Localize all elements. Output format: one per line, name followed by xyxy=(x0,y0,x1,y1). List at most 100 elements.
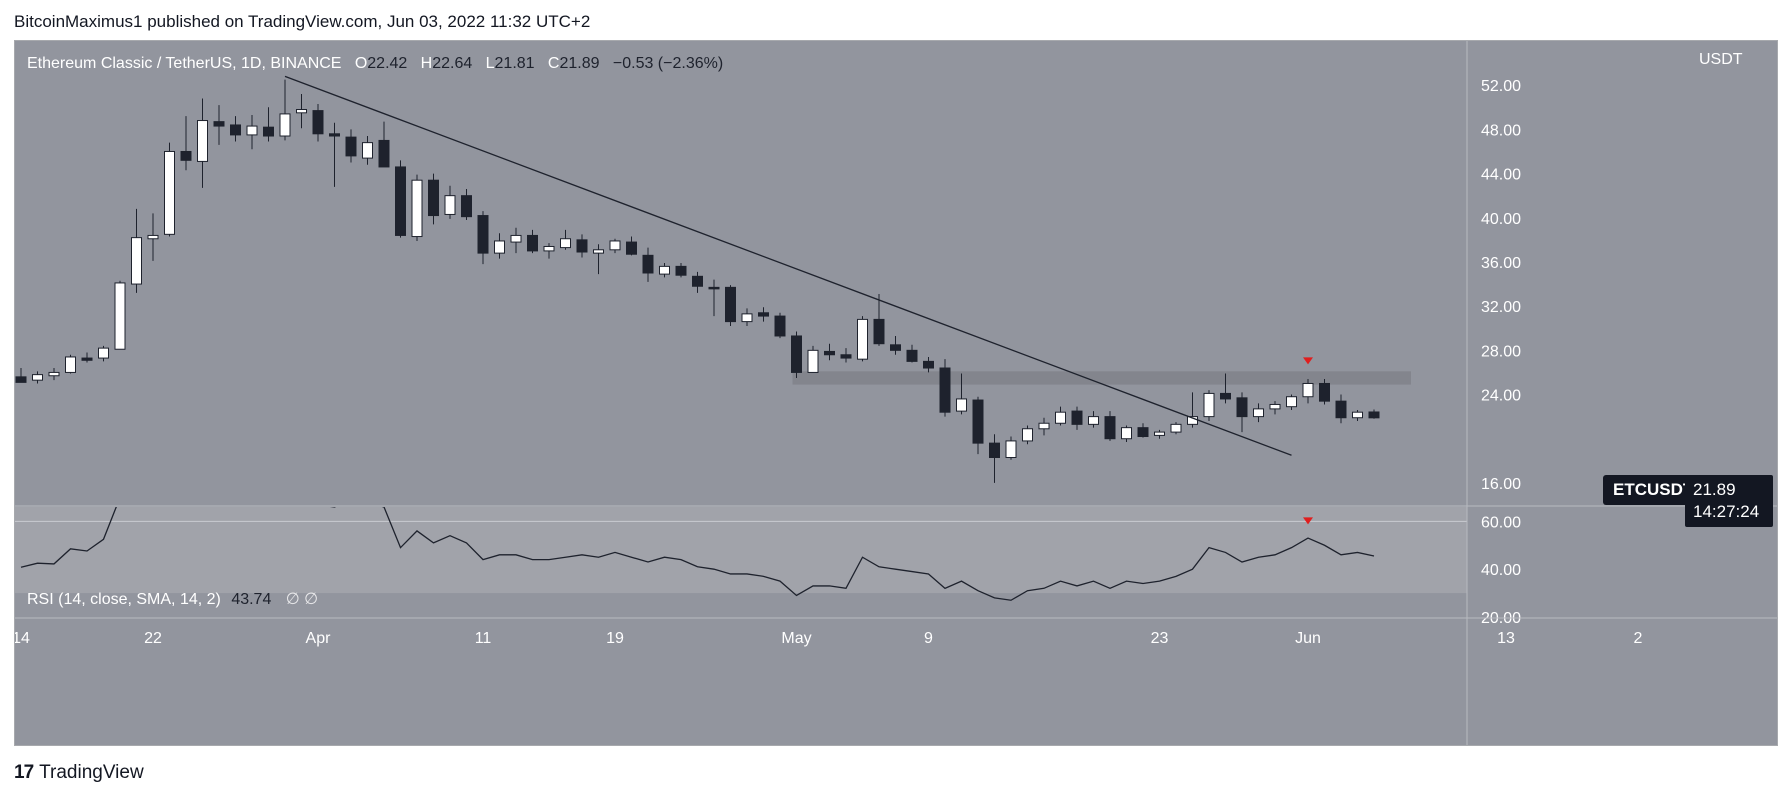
candle-body xyxy=(345,136,357,157)
price-axis-label: 36.00 xyxy=(1481,255,1521,272)
candle xyxy=(312,103,324,142)
candle-body xyxy=(164,150,175,235)
candle xyxy=(246,115,258,150)
candle-body xyxy=(791,335,802,373)
chart-pane[interactable]: 52.00 48.00 44.00 40.00 36.00 32.00 28.00 24.00… xyxy=(14,40,1778,746)
candle-body xyxy=(1253,408,1264,418)
candle xyxy=(428,173,439,225)
time-axis-label: Apr xyxy=(306,630,332,647)
candle xyxy=(560,229,571,250)
candle xyxy=(362,136,373,165)
candle-body xyxy=(378,139,390,168)
rsi-axis-label: 60.00 xyxy=(1481,514,1521,531)
candle xyxy=(890,335,901,355)
candle-body xyxy=(32,374,43,381)
candle-body xyxy=(1269,403,1281,410)
candle xyxy=(1088,411,1099,428)
candle xyxy=(708,279,720,317)
candle-body xyxy=(444,195,456,215)
candle-body xyxy=(972,399,984,444)
candle-body xyxy=(956,398,967,412)
candle-body xyxy=(840,354,852,359)
rsi-band xyxy=(15,507,1467,594)
candle xyxy=(725,285,736,327)
candle-body xyxy=(857,318,868,360)
candle-body xyxy=(807,349,819,373)
candle xyxy=(923,356,934,373)
candle-body xyxy=(824,350,835,356)
candle xyxy=(378,121,390,168)
candle xyxy=(32,371,43,384)
price-axis-label: 52.00 xyxy=(1481,78,1521,95)
candle xyxy=(791,331,802,378)
candle-body xyxy=(593,249,604,254)
candle-body xyxy=(642,254,654,274)
candle-body xyxy=(494,240,505,254)
candle-body xyxy=(131,237,142,285)
candle xyxy=(1104,411,1116,441)
candle-body xyxy=(477,215,489,254)
candle-body xyxy=(362,142,373,159)
price-axis-label: 24.00 xyxy=(1481,388,1521,405)
candle-body xyxy=(510,234,522,243)
candle-body xyxy=(428,179,439,217)
candle xyxy=(989,434,1000,483)
candle-body xyxy=(527,234,538,252)
candle-body xyxy=(1005,440,1017,458)
candle xyxy=(774,312,786,339)
candle xyxy=(48,368,60,381)
candle xyxy=(675,263,687,278)
candle xyxy=(1319,379,1330,405)
candle xyxy=(98,345,109,362)
candle-body xyxy=(197,120,208,162)
candle xyxy=(1335,394,1347,424)
publisher-attribution: BitcoinMaximus1 published on TradingView… xyxy=(14,12,591,31)
candle-body xyxy=(758,312,769,317)
resistance-zone xyxy=(792,371,1411,385)
candle xyxy=(1236,392,1248,433)
candle-body xyxy=(906,349,918,362)
candle-body xyxy=(180,150,192,161)
candle-body xyxy=(923,360,934,369)
candle xyxy=(593,244,604,275)
candle-body xyxy=(98,347,109,359)
candle-body xyxy=(1104,416,1116,440)
candle-body xyxy=(725,286,736,323)
candle-body xyxy=(395,166,406,236)
candle-body xyxy=(1352,411,1363,419)
candle-body xyxy=(1220,392,1231,400)
time-axis-label: 23 xyxy=(1151,630,1169,647)
candle-body xyxy=(692,275,703,287)
symbol-description: Ethereum Classic / TetherUS, 1D, BINANCE xyxy=(27,55,342,72)
candle xyxy=(1038,417,1050,436)
candle-body xyxy=(675,265,687,276)
candle-body xyxy=(873,318,885,345)
price-tag-countdown: 14:27:24 xyxy=(1693,502,1760,521)
tradingview-logo[interactable]: 17 TradingView xyxy=(14,762,144,784)
candle xyxy=(65,354,76,374)
candle xyxy=(1022,425,1033,445)
candle xyxy=(1005,436,1017,460)
candle xyxy=(939,359,951,417)
price-tag-box: 21.89 14:27:24 xyxy=(1685,475,1773,527)
candle-body xyxy=(560,238,571,249)
candle xyxy=(147,213,159,261)
candle xyxy=(626,236,637,256)
time-axis-label: 22 xyxy=(144,630,162,647)
rsi-label: RSI (14, close, SMA, 14, 2) xyxy=(27,591,221,608)
candle xyxy=(444,185,456,219)
time-axis-label: 19 xyxy=(606,630,624,647)
open-value: 22.42 xyxy=(367,55,408,72)
candle-body xyxy=(1170,423,1182,433)
candle-body xyxy=(989,442,1000,458)
candle xyxy=(345,129,357,163)
price-chart-svg[interactable]: 52.00 48.00 44.00 40.00 36.00 32.00 28.00 24.00… xyxy=(15,41,1777,745)
time-axis-label: Jun xyxy=(1295,630,1321,647)
candle-body xyxy=(626,241,637,255)
high-value: 22.64 xyxy=(432,55,473,72)
candle xyxy=(477,211,489,265)
candle xyxy=(197,98,208,188)
candle-body xyxy=(1335,400,1347,419)
candle-body xyxy=(1368,411,1380,419)
descending-trendline xyxy=(284,75,1292,456)
